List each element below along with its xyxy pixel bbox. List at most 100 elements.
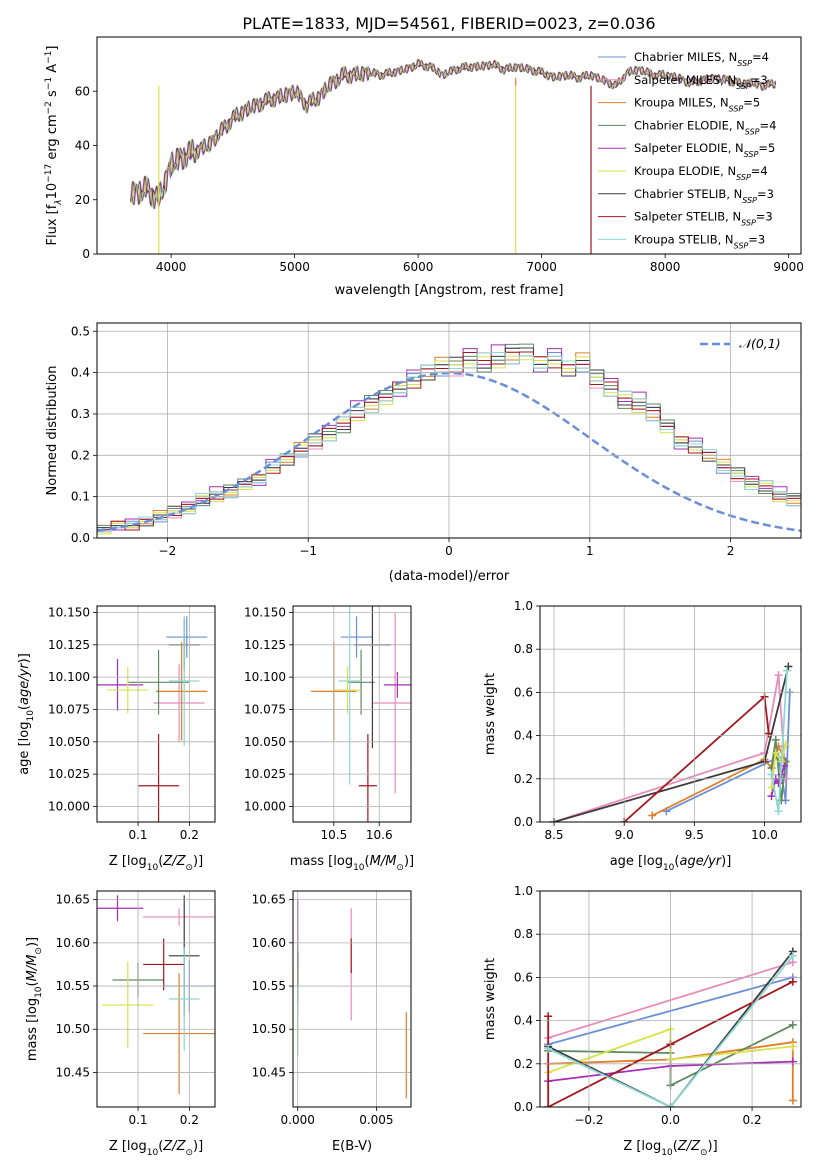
legend-label-0-part: =4 bbox=[752, 50, 769, 64]
mass-weight-vs-age-xlabel-part: age [log bbox=[610, 854, 663, 869]
mass-weight-vs-age-plot bbox=[550, 662, 794, 822]
mass-weight-vs-age-ytick-label: 1.0 bbox=[514, 599, 533, 613]
legend-label-2: Kroupa MILES, NSSP=5 bbox=[634, 96, 760, 114]
mass-weight-vs-Z-ytick-label: 1.0 bbox=[514, 884, 533, 898]
mass-weight-vs-age-ytick-label: 0.4 bbox=[514, 729, 533, 743]
mass-weight-vs-Z-series-7 bbox=[547, 980, 794, 1107]
residual-hist-1 bbox=[97, 351, 801, 538]
legend-label-7-part: =3 bbox=[756, 210, 773, 224]
age-vs-Z-xtick-label: 0.1 bbox=[128, 828, 147, 842]
residual-hist-7 bbox=[97, 351, 801, 538]
age-vs-mass-plot bbox=[311, 606, 411, 822]
mass-weight-vs-age-panel: 8.5 9.0 9.5 10.0 0.0 0.2 0.4 0.6 0.8 1.0 age [log1… bbox=[483, 599, 802, 873]
mass-weight-vs-age-frame bbox=[539, 605, 802, 823]
mass-weight-vs-age-marker bbox=[767, 792, 776, 801]
spectrum-ytick-label: 20 bbox=[75, 193, 90, 207]
age-vs-Z-ytick-label: 10.075 bbox=[48, 702, 90, 716]
mass-vs-EBV-plot bbox=[297, 899, 407, 1099]
mass-weight-vs-Z-xlabel: Z [log10(Z/Z⊙)] bbox=[623, 1139, 717, 1158]
mass-weight-vs-age-marker bbox=[782, 666, 791, 675]
figure-title: PLATE=1833, MJD=54561, FIBERID=0023, z=0… bbox=[242, 14, 655, 33]
spectrum-ylabel: Flux [fλ10−17 erg cm−2 s−1 A−1] bbox=[44, 46, 64, 246]
legend-label-0-part: SSP bbox=[737, 59, 752, 68]
mass-weight-vs-age-marker bbox=[774, 779, 783, 788]
mass-weight-vs-age-marker bbox=[784, 662, 793, 671]
residual-hist-8 bbox=[97, 352, 801, 538]
mass-weight-vs-Z-ytick-label: 0.0 bbox=[514, 1100, 533, 1114]
age-vs-Z-xlabel-part: ( bbox=[158, 854, 163, 869]
mass-weight-vs-age-xlabel-part: age/yr bbox=[679, 854, 722, 869]
legend-label-0-part: Chabrier MILES, N bbox=[634, 50, 737, 64]
age-vs-mass-xlabel-part: mass [log bbox=[290, 854, 353, 869]
age-vs-Z-plot bbox=[97, 616, 208, 822]
spectrum-ylabel-part: −2 bbox=[44, 101, 54, 114]
spectrum-line-kroupa-stelib bbox=[129, 59, 777, 209]
age-vs-mass-ytick-label: 10.000 bbox=[244, 799, 286, 813]
mass-weight-vs-age-series-5 bbox=[770, 743, 787, 788]
age-vs-Z-ytick-label: 10.050 bbox=[48, 735, 90, 749]
legend-label-0: Chabrier MILES, NSSP=4 bbox=[634, 50, 769, 68]
mass-weight-vs-age-marker bbox=[774, 671, 783, 680]
mass-weight-vs-age-xlabel: age [log10(age/yr)] bbox=[610, 854, 732, 873]
mass-vs-Z-plot bbox=[97, 895, 215, 1095]
residuals-ytick-label: 0.0 bbox=[71, 531, 90, 545]
legend-label-4: Salpeter ELODIE, NSSP=5 bbox=[634, 141, 775, 159]
charts: 4000 5000 6000 7000 8000 90000204060wavelengt… bbox=[17, 36, 804, 1158]
age-vs-Z-ytick-label: 10.100 bbox=[48, 670, 90, 684]
residuals-panel: −2 −1 0 1 2 0.0 0.1 0.2 0.3 0.4 0.5 𝒩(0,1) (data-mod… bbox=[45, 322, 802, 584]
mass-weight-vs-age-ytick-label: 0.6 bbox=[514, 685, 533, 699]
age-vs-Z-xlabel-part: ⊙ bbox=[185, 863, 193, 873]
mass-vs-Z-ylabel-part: mass [log bbox=[25, 998, 40, 1061]
age-vs-mass-xtick-label: 10.6 bbox=[366, 828, 393, 842]
legend-label-6-part: SSP bbox=[742, 195, 757, 204]
mass-weight-vs-Z-xtick-label: 0.0 bbox=[661, 1113, 680, 1127]
legend-label-4-part: =5 bbox=[758, 141, 775, 155]
spectrum-xtick-label: 7000 bbox=[526, 260, 557, 274]
age-vs-Z-xtick-label: 0.2 bbox=[180, 828, 199, 842]
residuals-xtick-label: 0 bbox=[445, 544, 453, 558]
mass-vs-EBV-ytick-label: 10.65 bbox=[252, 893, 286, 907]
spectrum-ytick-label: 0 bbox=[82, 247, 90, 261]
mass-vs-Z-xlabel-part: Z/Z bbox=[162, 1139, 186, 1154]
mass-vs-Z-ylabel-part: ( bbox=[25, 981, 40, 986]
mass-vs-Z-xlabel-part: Z [log bbox=[109, 1139, 147, 1154]
legend-label-7-part: Salpeter STELIB, N bbox=[634, 210, 741, 224]
age-vs-mass-ytick-label: 10.050 bbox=[244, 735, 286, 749]
mass-vs-Z-ylabel-part: 10 bbox=[34, 986, 44, 998]
age-vs-Z-ylabel-part: ( bbox=[17, 705, 32, 710]
residuals-xtick-label: 2 bbox=[727, 544, 735, 558]
mass-weight-vs-age-marker bbox=[771, 735, 780, 744]
mass-weight-vs-Z-xlabel-part: Z [log bbox=[623, 1139, 661, 1154]
age-vs-Z-frame bbox=[96, 605, 216, 823]
mass-weight-vs-Z-marker bbox=[788, 1020, 797, 1029]
age-vs-Z-ytick-label: 10.000 bbox=[48, 799, 90, 813]
age-vs-mass-xlabel-part: )] bbox=[404, 854, 414, 869]
mass-weight-vs-age-series-1 bbox=[553, 674, 787, 822]
mass-vs-Z-xlabel-part: 10 bbox=[147, 1148, 159, 1158]
legend-label-4-part: SSP bbox=[744, 150, 759, 159]
mass-weight-vs-age-marker bbox=[771, 748, 780, 757]
residuals-plot bbox=[97, 343, 801, 538]
mass-vs-Z-ylabel-part: ⊙ bbox=[34, 947, 44, 955]
spectrum-xtick-label: 9000 bbox=[773, 260, 804, 274]
legend-label-8-part: Kroupa STELIB, N bbox=[634, 232, 734, 246]
mass-vs-Z-ytick-label: 10.45 bbox=[56, 1065, 90, 1079]
legend-label-3: Chabrier ELODIE, NSSP=4 bbox=[634, 118, 776, 136]
spectrum-ylabel-part: ] bbox=[45, 46, 60, 51]
legend-label-4-part: Salpeter ELODIE, N bbox=[634, 141, 744, 155]
legend-label-6-part: Chabrier STELIB, N bbox=[634, 187, 742, 201]
mass-weight-vs-Z-marker bbox=[544, 1103, 553, 1107]
legend-label-6-part: =3 bbox=[757, 187, 774, 201]
spectrum-xtick-label: 6000 bbox=[403, 260, 434, 274]
mass-vs-Z-ytick-label: 10.55 bbox=[56, 979, 90, 993]
mass-weight-vs-age-marker bbox=[648, 811, 657, 820]
age-vs-mass-ytick-label: 10.025 bbox=[244, 767, 286, 781]
mass-vs-Z-ytick-label: 10.65 bbox=[56, 893, 90, 907]
mass-weight-vs-Z-xlabel-part: )] bbox=[708, 1139, 718, 1154]
age-vs-mass-panel: 10.5 10.6 10.000 10.025 10.050 10.075 10.100 10… bbox=[244, 605, 414, 873]
mass-vs-Z-ytick-label: 10.60 bbox=[56, 936, 90, 950]
mass-weight-vs-Z-xlabel-part: 10 bbox=[661, 1148, 673, 1158]
legend-label-5-part: SSP bbox=[736, 173, 751, 182]
